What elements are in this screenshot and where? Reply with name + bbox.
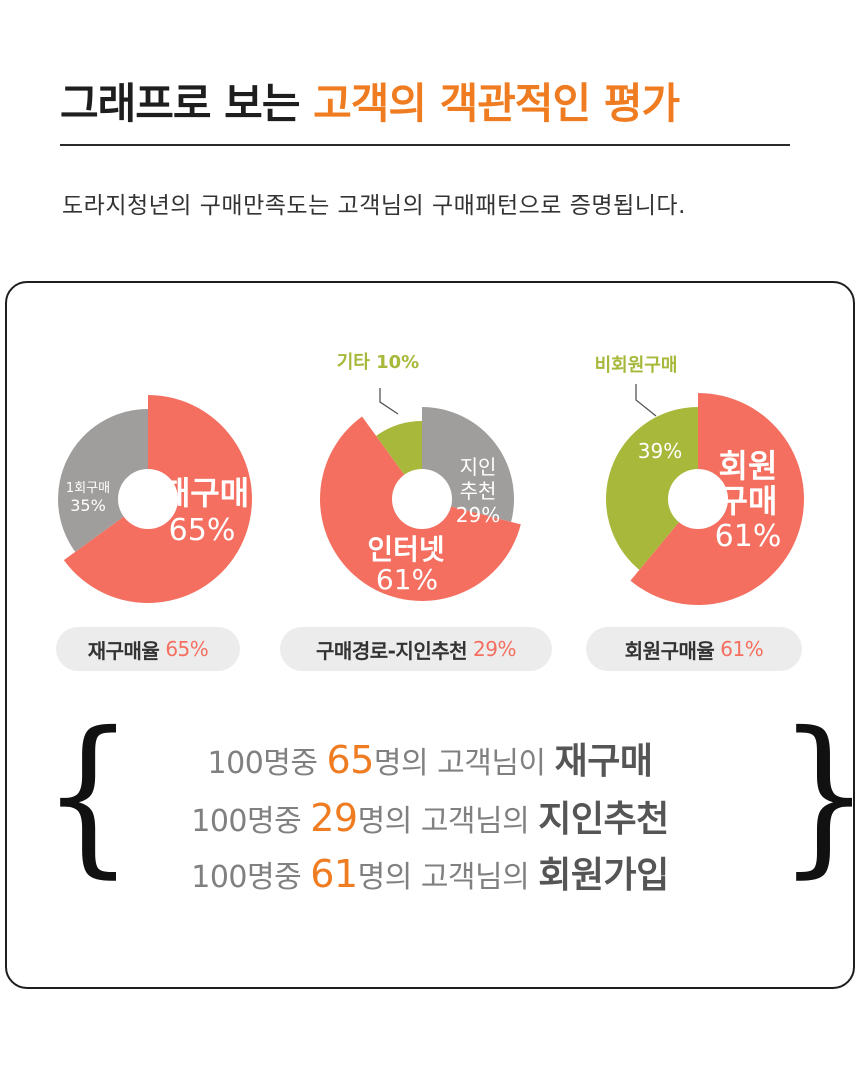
- statement-number: 65: [326, 738, 375, 782]
- caption-label: 회원구매율: [624, 638, 715, 663]
- statement-emphasis: 지인추천: [538, 799, 669, 840]
- callout-other: 기타 10%: [337, 352, 419, 373]
- caption-member-rate: 회원구매율 61%: [586, 627, 802, 671]
- close-brace: }: [778, 710, 860, 880]
- statement-middle: 명의 고객님이: [373, 746, 555, 781]
- callout-line-other: [379, 388, 399, 415]
- caption-label: 재구매율: [87, 638, 160, 663]
- title-plain: 그래프로 보는: [60, 79, 314, 128]
- slice-value-referral: 29%: [456, 503, 500, 527]
- caption-value: 29%: [473, 637, 516, 661]
- pie-slice: [605, 407, 698, 570]
- statement-prefix: 100명중: [191, 804, 311, 839]
- slice-label-member-line1: 회원: [719, 447, 778, 485]
- caption-repurchase-rate: 재구매율 65%: [56, 627, 240, 671]
- slice-value-internet: 61%: [376, 563, 438, 596]
- slice-value-once: 35%: [70, 496, 106, 515]
- pie-slice: [58, 409, 148, 552]
- slice-label-referral-line1: 지인: [460, 455, 497, 479]
- donut-hole: [118, 469, 178, 529]
- statement-number: 61: [310, 852, 358, 896]
- donut-chart-membership: 회원 구매 61% 39% 비회원구매: [595, 355, 805, 605]
- slice-label-repurchase: 재구매: [161, 474, 249, 512]
- callout-nonmember: 비회원구매: [595, 355, 678, 376]
- slice-label-member-line2: 구매: [719, 482, 778, 520]
- statement-number: 29: [310, 796, 358, 840]
- statement-prefix: 100명중: [207, 746, 327, 781]
- donut-hole: [392, 469, 452, 529]
- caption-label: 구매경로-지인추천: [316, 638, 468, 663]
- title-divider: [60, 144, 790, 146]
- donut-chart-repurchase: 재구매 65% 1회구매 35%: [58, 395, 252, 603]
- slice-value-repurchase: 65%: [169, 513, 236, 548]
- statement-middle: 명의 고객님의: [357, 860, 539, 895]
- open-brace: {: [42, 696, 135, 894]
- caption-value: 61%: [720, 637, 764, 661]
- slice-label-once: 1회구매: [66, 481, 110, 496]
- callout-line-nonmember: [635, 384, 657, 417]
- statement-referral: 100명중 29명의 고객님의 지인추천: [110, 790, 750, 842]
- caption-referral-rate: 구매경로-지인추천 29%: [280, 627, 552, 671]
- slice-label-internet: 인터넷: [367, 533, 444, 566]
- donut-chart-purchase-route: 지인 추천 29% 인터넷 61% 기타 10%: [320, 352, 521, 601]
- statement-prefix: 100명중: [191, 860, 311, 895]
- donut-hole: [668, 469, 728, 529]
- slice-value-member: 61%: [715, 519, 782, 554]
- caption-value: 65%: [165, 637, 209, 661]
- statement-emphasis: 재구매: [554, 741, 653, 782]
- statement-repurchase: 100명중 65명의 고객님이 재구매: [110, 732, 750, 784]
- page-subtitle: 도라지청년의 구매만족도는 고객님의 구매패턴으로 증명됩니다.: [62, 193, 686, 219]
- page-title: 그래프로 보는 고객의 객관적인 평가: [60, 70, 680, 131]
- statement-membership: 100명중 61명의 고객님의 회원가입: [110, 846, 750, 898]
- slice-label-referral-line2: 추천: [460, 479, 497, 503]
- statement-middle: 명의 고객님의: [357, 804, 539, 839]
- slice-value-nonmember: 39%: [638, 439, 682, 463]
- statement-emphasis: 회원가입: [538, 855, 669, 896]
- title-accent: 고객의 객관적인 평가: [313, 79, 680, 128]
